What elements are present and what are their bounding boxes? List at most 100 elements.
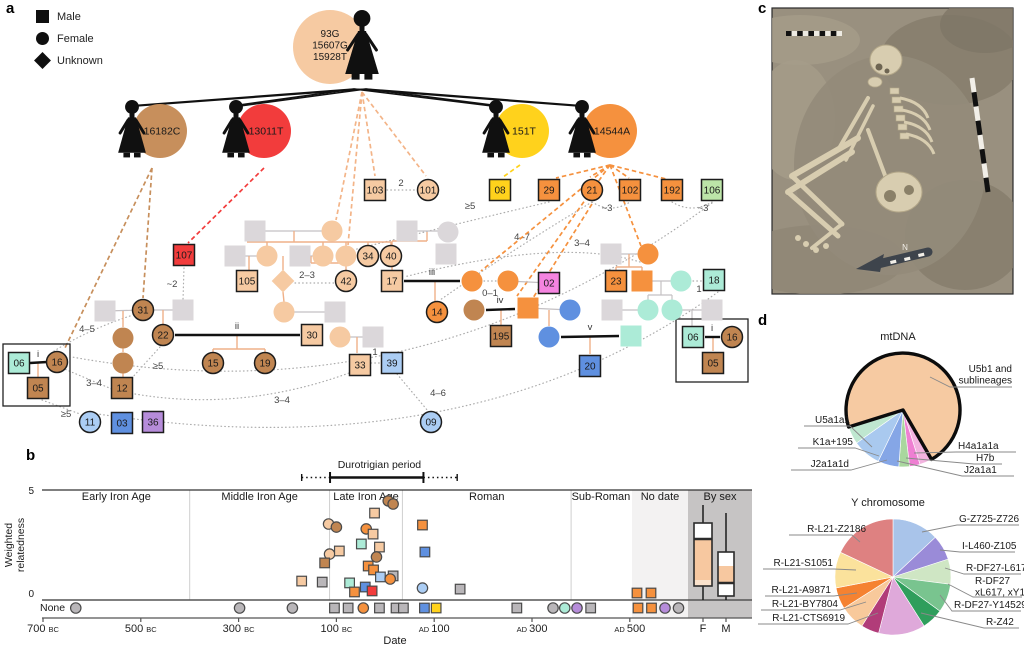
daughter-haplotype-circle	[237, 104, 291, 158]
relatedness-dotted-link	[591, 201, 631, 209]
relatedness-dotted-link	[403, 251, 641, 278]
pedigree-individual-06	[681, 325, 705, 349]
durotrigian-label: Durotrigian period	[338, 459, 422, 471]
pedigree-individual-untyped	[559, 299, 581, 321]
individual-id-label: 195	[493, 332, 510, 343]
durotrigian-bracket: Durotrigian period	[300, 459, 458, 483]
no-date-label: No date	[641, 491, 680, 503]
relatedness-dotted-link	[344, 201, 550, 253]
pedigree-individual-102	[618, 178, 642, 202]
haplotype-dashed-link	[480, 164, 611, 272]
pedigree-individual-untyped	[273, 301, 295, 323]
north-label: N	[902, 243, 908, 252]
data-point	[375, 571, 386, 583]
relatedness-degree-label: 4–5	[79, 324, 95, 335]
individual-id-label: 106	[704, 186, 721, 197]
data-point	[419, 546, 431, 558]
mating-line-iv	[485, 307, 516, 312]
relatedness-degree-label: ≥5	[465, 201, 476, 212]
pedigree-dashed-links	[63, 91, 667, 351]
panel-a-label: a	[6, 0, 15, 17]
individual-id-label: 102	[622, 186, 639, 197]
individual-id-label: 30	[306, 331, 318, 342]
none-row-point	[571, 602, 583, 614]
pedigree-individual-untyped	[637, 299, 659, 321]
grave-pit	[794, 55, 986, 275]
pedigree-individual-09	[419, 410, 443, 434]
legend-label: Unknown	[57, 54, 103, 67]
pedigree-individual-30	[300, 323, 324, 347]
haplotype-dashed-link	[502, 164, 521, 178]
founder-daughter-151T: 151T	[482, 100, 549, 158]
data-point	[349, 586, 360, 598]
pedigree-individual-untyped	[601, 299, 623, 321]
relatedness-degree-label: 3–4	[574, 238, 590, 249]
relatedness-dotted-link	[396, 373, 429, 412]
individual-id-label: 08	[494, 186, 506, 197]
founder-mutation-label: 93G	[321, 29, 340, 40]
pie-label-leader	[763, 568, 857, 571]
pie-label: H7b	[976, 453, 995, 464]
individual-id-label: 05	[707, 359, 719, 370]
individual-id-label: 40	[385, 252, 397, 263]
mating-line-v	[560, 334, 620, 339]
individual-id-label: 05	[32, 384, 44, 395]
pie-label-leader	[929, 376, 1012, 388]
pedigree-individual-untyped	[461, 270, 483, 292]
none-row-point	[69, 602, 82, 614]
by-sex-label: By sex	[703, 491, 737, 503]
pedigree-individual-29	[537, 178, 561, 202]
pedigree-individual-23	[604, 269, 628, 293]
period-label: Middle Iron Age	[221, 491, 297, 503]
pedigree-individual-17	[380, 269, 404, 293]
pie-label: R-DF27-Y14529	[954, 600, 1024, 611]
pie-label-leader	[758, 612, 879, 625]
pedigree-individual-untyped	[631, 270, 653, 292]
pedigree-individual-16	[720, 325, 744, 349]
panel-b-label: b	[26, 447, 36, 464]
haplotype-dashed-link	[347, 91, 363, 246]
relatedness-degree-label: 3–4	[86, 378, 102, 389]
pedigree-legend: Male Female Unknown	[34, 10, 103, 69]
pie-label: I-L460-Z105	[962, 541, 1017, 552]
pedigree-individual-untyped	[435, 243, 457, 265]
pie-label-leader	[789, 534, 861, 543]
founder-mutation-label: 15607G	[312, 41, 348, 52]
none-row-point	[547, 602, 559, 614]
none-row-point	[585, 602, 597, 614]
relatedness-dotted-link	[671, 201, 713, 209]
photo-scale-bar-vertical	[969, 77, 991, 193]
individual-id-label: 101	[420, 186, 437, 197]
data-point	[355, 538, 367, 550]
individual-id-label: 18	[708, 276, 720, 287]
individual-id-label: 107	[176, 251, 193, 262]
pedigree-individual-03	[110, 411, 134, 435]
individual-id-label: 23	[610, 277, 622, 288]
pedigree-individual-untyped	[497, 270, 519, 292]
founder-mutation-label: 15928T	[313, 52, 347, 63]
relatedness-degree-label: ~3	[602, 203, 613, 214]
pedigree-individual-105	[235, 269, 259, 293]
pie-label-leader	[939, 549, 1015, 553]
pedigree-individual-untyped	[94, 300, 116, 322]
pedigree-individual-22	[151, 323, 175, 347]
data-point	[369, 507, 380, 519]
none-row-point	[397, 602, 409, 614]
pedigree-individual-untyped	[362, 326, 384, 348]
haplotype-dashed-link	[555, 164, 611, 179]
none-row-point	[357, 602, 370, 614]
pie-label-leader	[939, 594, 1021, 612]
daughter-haplotype-circle	[133, 104, 187, 158]
y-chromosome-pie-title: Y chromosome	[851, 497, 925, 509]
pie-label-leader	[905, 457, 1002, 465]
pedigree-individual-19	[253, 351, 277, 375]
photo-skeleton	[785, 44, 936, 253]
founder-daughter-14544A: 14544A	[568, 100, 637, 158]
period-label: Early Iron Age	[82, 491, 151, 503]
no-date-none-point	[632, 602, 644, 614]
mating-label-ii: ii	[235, 321, 239, 332]
y-tick-5: 5	[28, 486, 34, 497]
mating-line-i	[29, 360, 48, 365]
x-tick-label: 500 BC	[125, 623, 157, 635]
